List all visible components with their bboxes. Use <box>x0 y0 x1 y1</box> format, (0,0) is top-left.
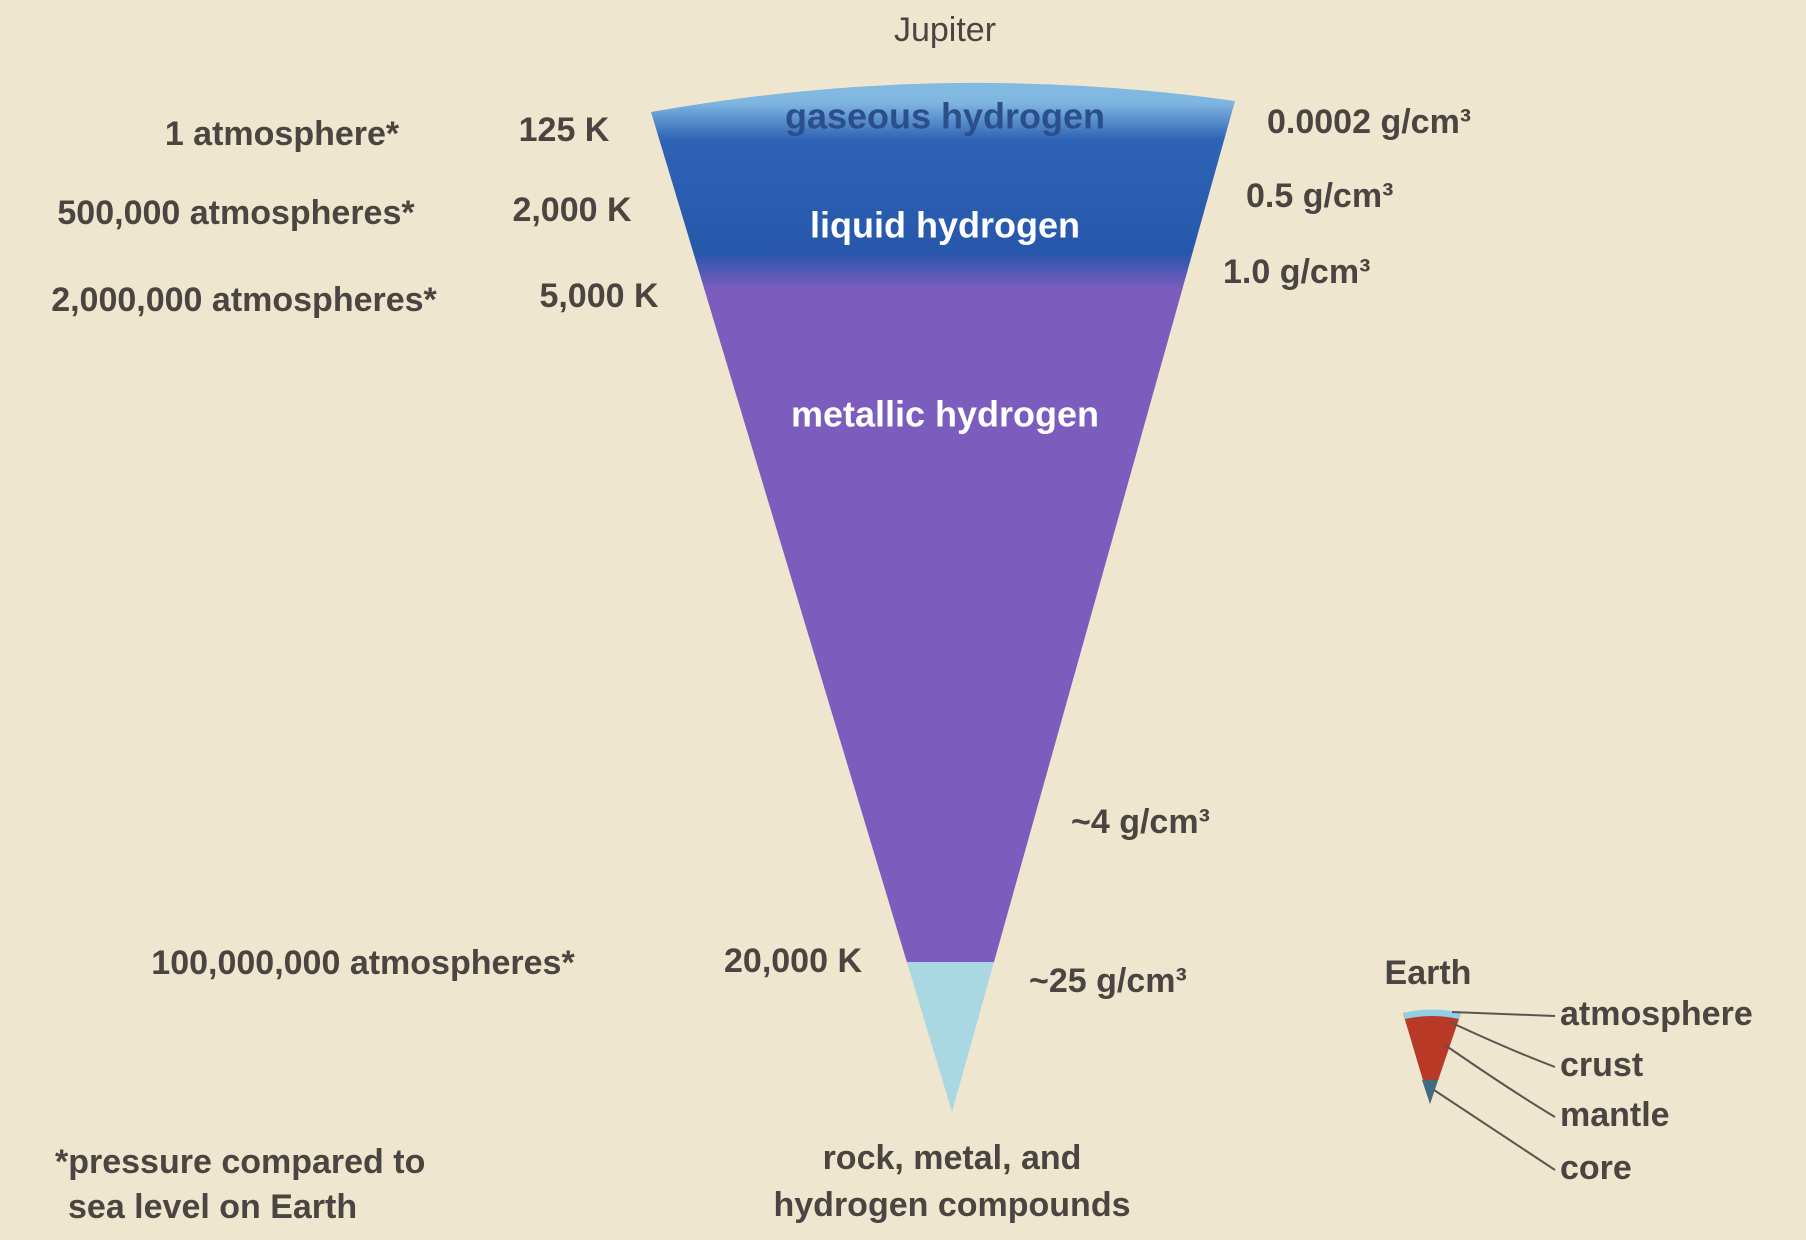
jupiter-wedge <box>651 82 1235 1113</box>
leader-line <box>1451 1011 1556 1017</box>
footnote: *pressure compared to <box>55 1143 425 1181</box>
leader-line <box>1433 1089 1556 1171</box>
core-label: rock, metal, and <box>823 1139 1082 1177</box>
temperature: 20,000 K <box>724 942 862 980</box>
earth-inset <box>1403 1009 1556 1171</box>
layer-label: metallic hydrogen <box>791 394 1099 435</box>
metallic-layer <box>651 288 1235 964</box>
leader-line <box>1449 1021 1556 1068</box>
temperature: 2,000 K <box>512 191 632 229</box>
layer-label: gaseous hydrogen <box>785 96 1105 137</box>
earth-layer: mantle <box>1560 1096 1670 1134</box>
density: ~25 g/cm³ <box>1029 962 1187 1000</box>
earth-layer: crust <box>1560 1046 1643 1084</box>
hydrogen-layers <box>651 82 1235 290</box>
earth-layer: core <box>1560 1149 1632 1187</box>
earth-mantle <box>1403 1010 1461 1104</box>
pressure: 100,000,000 atmospheres* <box>151 944 575 982</box>
title: Jupiter <box>894 11 996 49</box>
footnote: sea level on Earth <box>68 1188 357 1226</box>
earth-layer: atmosphere <box>1560 995 1753 1033</box>
density: 0.5 g/cm³ <box>1246 177 1393 215</box>
density: 0.0002 g/cm³ <box>1267 103 1471 141</box>
pressure: 1 atmosphere* <box>165 115 400 153</box>
density: 1.0 g/cm³ <box>1223 253 1370 291</box>
earth-atmosphere <box>1403 1009 1461 1019</box>
temperature: 5,000 K <box>539 277 659 315</box>
core-layer <box>651 962 1235 1113</box>
leader-line <box>1444 1044 1556 1118</box>
temperature: 125 K <box>519 111 610 149</box>
pressure: 500,000 atmospheres* <box>57 194 415 232</box>
layer-label: liquid hydrogen <box>810 205 1080 246</box>
earth-core <box>1422 1080 1438 1104</box>
core-label: hydrogen compounds <box>774 1186 1131 1224</box>
earth-title: Earth <box>1385 954 1472 992</box>
density: ~4 g/cm³ <box>1071 803 1210 841</box>
pressure: 2,000,000 atmospheres* <box>51 281 437 319</box>
